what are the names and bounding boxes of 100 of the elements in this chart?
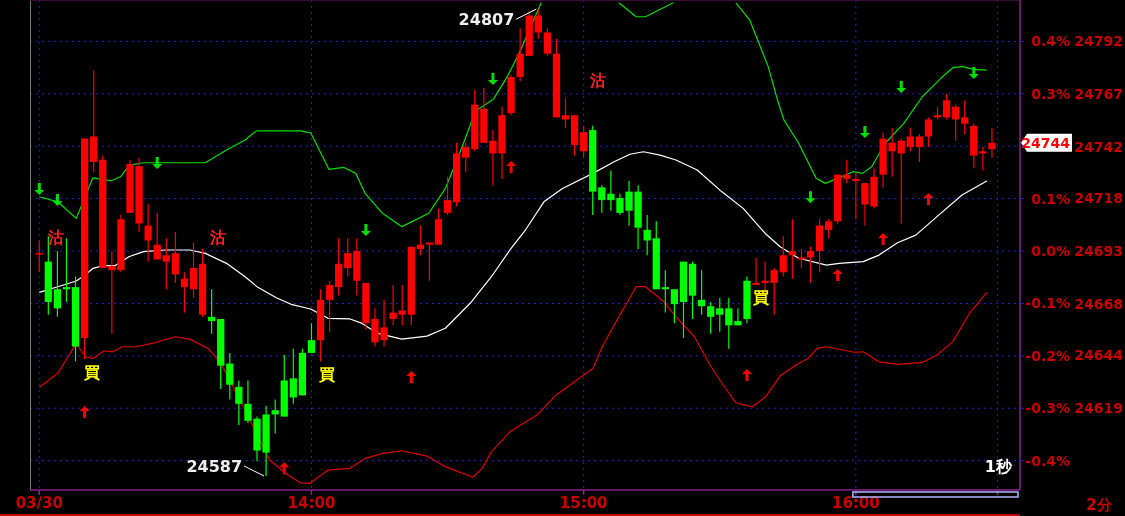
candlestick (952, 104, 960, 142)
y-tick-label: 24619 (1074, 400, 1123, 417)
point (34, 183, 45, 196)
candlestick (398, 284, 406, 326)
annotation: 沽 (46, 228, 64, 247)
candlestick (825, 218, 833, 239)
candlestick (271, 399, 279, 435)
candlestick (208, 288, 216, 335)
candlestick (325, 280, 334, 333)
y-tick-label: 24668 (1074, 296, 1123, 313)
candlestick (344, 237, 352, 278)
candlestick (643, 214, 651, 256)
candlestick (961, 99, 969, 135)
annotation: 沽 (589, 71, 607, 90)
point (360, 224, 371, 237)
point (878, 232, 889, 245)
point (923, 193, 934, 206)
candlestick (443, 176, 452, 216)
y2-tick-label: 0.4% (1031, 33, 1070, 50)
candlestick (661, 269, 669, 314)
y-tick-label: 24718 (1074, 189, 1123, 206)
candlestick (171, 231, 179, 284)
candlestick (35, 239, 43, 273)
candlestick (725, 297, 733, 350)
candlestick (915, 133, 923, 163)
annotation: 買 (82, 363, 100, 382)
candlestick (843, 159, 851, 184)
candlestick (144, 203, 152, 263)
candlestick (707, 301, 715, 335)
candlestick (888, 127, 896, 178)
line-series (38, 151, 988, 340)
candlestick (516, 27, 524, 82)
candlestick (534, 8, 542, 40)
candlestick (779, 235, 787, 278)
candlestick (906, 127, 914, 152)
candlestick (670, 288, 679, 324)
y-tick-label: 24644 (1074, 347, 1124, 364)
candlestick (180, 271, 189, 314)
y2-tick-label: -0.1% (1025, 295, 1070, 312)
candlestick (416, 224, 424, 256)
annotation: 買 (751, 288, 769, 307)
candlestick (979, 146, 987, 172)
y-tick-label: 24792 (1074, 32, 1123, 49)
line-series (38, 286, 988, 485)
x-tick-label: 14:00 (287, 494, 336, 512)
point (506, 161, 517, 174)
candlestick (598, 184, 606, 214)
annotation: 24587 (186, 456, 243, 476)
annotation: 沽 (209, 228, 227, 247)
point (832, 269, 843, 282)
candlestick (580, 125, 588, 159)
candlestick (897, 137, 905, 225)
y2-tick-label: 0.1% (1031, 190, 1070, 207)
candlestick (425, 241, 434, 282)
point (152, 156, 163, 169)
candlestick (162, 237, 170, 290)
candlestick (226, 352, 234, 401)
annotation: 24807 (458, 10, 515, 30)
candlestick (770, 267, 778, 316)
candlestick (335, 237, 343, 297)
point (741, 368, 752, 381)
candlestick (797, 248, 806, 269)
point (896, 81, 907, 94)
y-tick-label: 24767 (1074, 86, 1123, 103)
point (406, 371, 417, 384)
candlestick (752, 256, 760, 286)
candlestick (988, 127, 996, 159)
annotation: 買 (318, 365, 336, 384)
candlestick (734, 307, 742, 326)
candlestick (189, 241, 198, 299)
point (968, 67, 979, 79)
x-tick-label: 03/30 (15, 494, 63, 512)
x-tick-label: 15:00 (559, 494, 608, 512)
point (859, 126, 870, 138)
candlestick (289, 348, 297, 405)
x-axis-title: 2分 (1086, 496, 1113, 514)
candlestick (108, 250, 116, 335)
candlestick (852, 171, 860, 220)
candlestick (462, 142, 470, 174)
y2-tick-label: -0.4% (1025, 452, 1070, 469)
candlestick (235, 379, 243, 426)
candlestick (153, 212, 161, 261)
candlestick (53, 250, 62, 318)
candlestick (788, 218, 796, 280)
candlestick (389, 284, 397, 326)
candlestick (806, 246, 815, 284)
candlestick (62, 237, 71, 303)
candlestick (942, 93, 951, 121)
candlestick (716, 297, 724, 333)
text: 24744 (1021, 134, 1071, 151)
annotation: 1秒 (984, 457, 1013, 476)
candlestick (543, 27, 551, 57)
y-tick-label: 24742 (1074, 139, 1123, 156)
candlestick (924, 116, 933, 148)
candlestick (307, 322, 316, 354)
y-tick-label: 24693 (1074, 243, 1123, 260)
candlestick (697, 269, 706, 316)
y2-tick-label: 0.3% (1031, 85, 1070, 102)
y2-tick-label: -0.2% (1025, 347, 1070, 364)
point (487, 72, 498, 85)
